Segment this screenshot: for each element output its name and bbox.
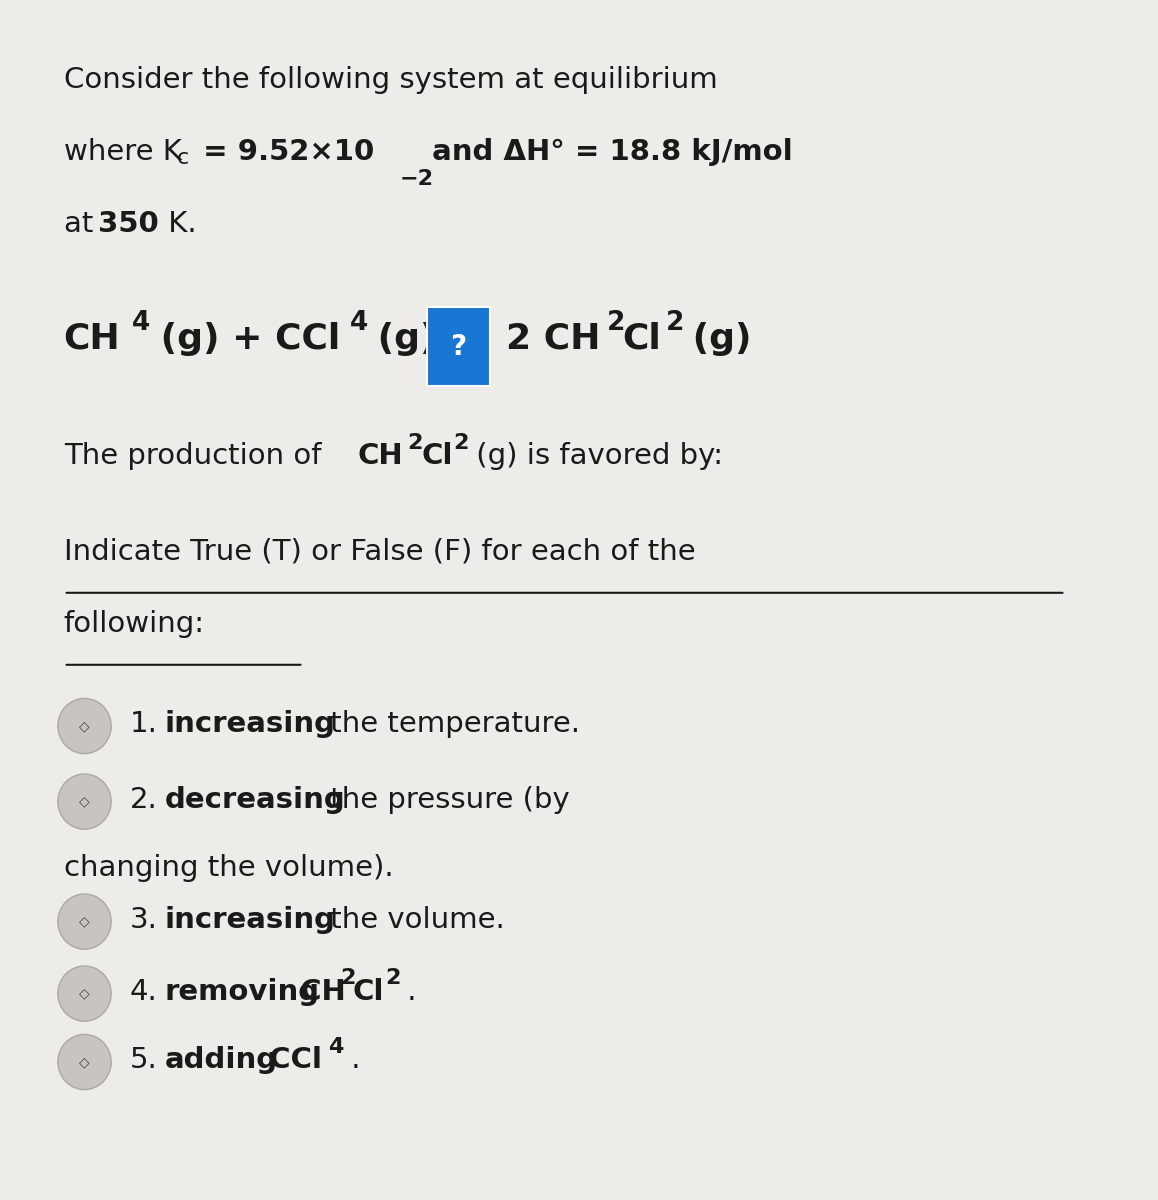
Circle shape: [58, 698, 111, 754]
Text: the pressure (by: the pressure (by: [321, 786, 570, 814]
Text: 2: 2: [666, 310, 684, 336]
Text: CCl: CCl: [258, 1046, 322, 1074]
Text: the temperature.: the temperature.: [321, 710, 580, 738]
Text: 2: 2: [607, 310, 625, 336]
Text: Consider the following system at equilibrium: Consider the following system at equilib…: [64, 66, 718, 94]
Text: changing the volume).: changing the volume).: [64, 854, 394, 882]
Circle shape: [58, 966, 111, 1021]
Circle shape: [58, 894, 111, 949]
Text: (g) + CCl: (g) + CCl: [148, 322, 340, 355]
Text: the volume.: the volume.: [321, 906, 505, 934]
Text: 350: 350: [98, 210, 159, 238]
Text: adding: adding: [164, 1046, 278, 1074]
Text: CH: CH: [64, 322, 120, 355]
Text: K.: K.: [159, 210, 196, 238]
Text: Cl: Cl: [422, 442, 453, 469]
Circle shape: [58, 774, 111, 829]
Text: 2.: 2.: [130, 786, 157, 814]
Text: Cl: Cl: [622, 322, 660, 355]
Text: = 9.52×10: = 9.52×10: [193, 138, 375, 166]
Text: 3.: 3.: [130, 906, 157, 934]
Text: and ΔH° = 18.8 kJ/mol: and ΔH° = 18.8 kJ/mol: [422, 138, 792, 166]
Text: 2: 2: [384, 968, 401, 989]
Text: .: .: [342, 1046, 360, 1074]
Text: Cl: Cl: [352, 978, 384, 1006]
Text: ◇: ◇: [79, 1055, 90, 1069]
Text: increasing: increasing: [164, 906, 336, 934]
FancyBboxPatch shape: [427, 307, 490, 386]
Circle shape: [58, 1034, 111, 1090]
Text: ?: ?: [450, 332, 467, 361]
Text: (g): (g): [365, 322, 449, 355]
Text: removing: removing: [164, 978, 320, 1006]
Text: 4.: 4.: [130, 978, 157, 1006]
Text: The production of: The production of: [64, 442, 330, 469]
Text: 4: 4: [132, 310, 151, 336]
Text: increasing: increasing: [164, 710, 336, 738]
Text: CH: CH: [290, 978, 346, 1006]
Text: −2: −2: [400, 169, 433, 190]
Text: ◇: ◇: [79, 794, 90, 809]
Text: 2: 2: [339, 968, 356, 989]
Text: (g): (g): [680, 322, 752, 355]
Text: (g) is favored by:: (g) is favored by:: [467, 442, 723, 469]
Text: ◇: ◇: [79, 914, 90, 929]
Text: ◇: ◇: [79, 719, 90, 733]
Text: where K: where K: [64, 138, 182, 166]
Text: .: .: [397, 978, 416, 1006]
Text: CH: CH: [358, 442, 403, 469]
Text: 5.: 5.: [130, 1046, 157, 1074]
Text: Indicate True (T) or False (F) for each of the: Indicate True (T) or False (F) for each …: [64, 538, 695, 565]
Text: 2 CH: 2 CH: [506, 322, 601, 355]
Text: 4: 4: [350, 310, 368, 336]
Text: 1.: 1.: [130, 710, 157, 738]
Text: decreasing: decreasing: [164, 786, 345, 814]
Text: 4: 4: [328, 1037, 344, 1057]
Text: 2: 2: [408, 433, 423, 454]
Text: 2: 2: [453, 433, 468, 454]
Text: ◇: ◇: [79, 986, 90, 1001]
Text: following:: following:: [64, 610, 205, 637]
Text: c: c: [177, 148, 190, 168]
Text: at: at: [64, 210, 102, 238]
